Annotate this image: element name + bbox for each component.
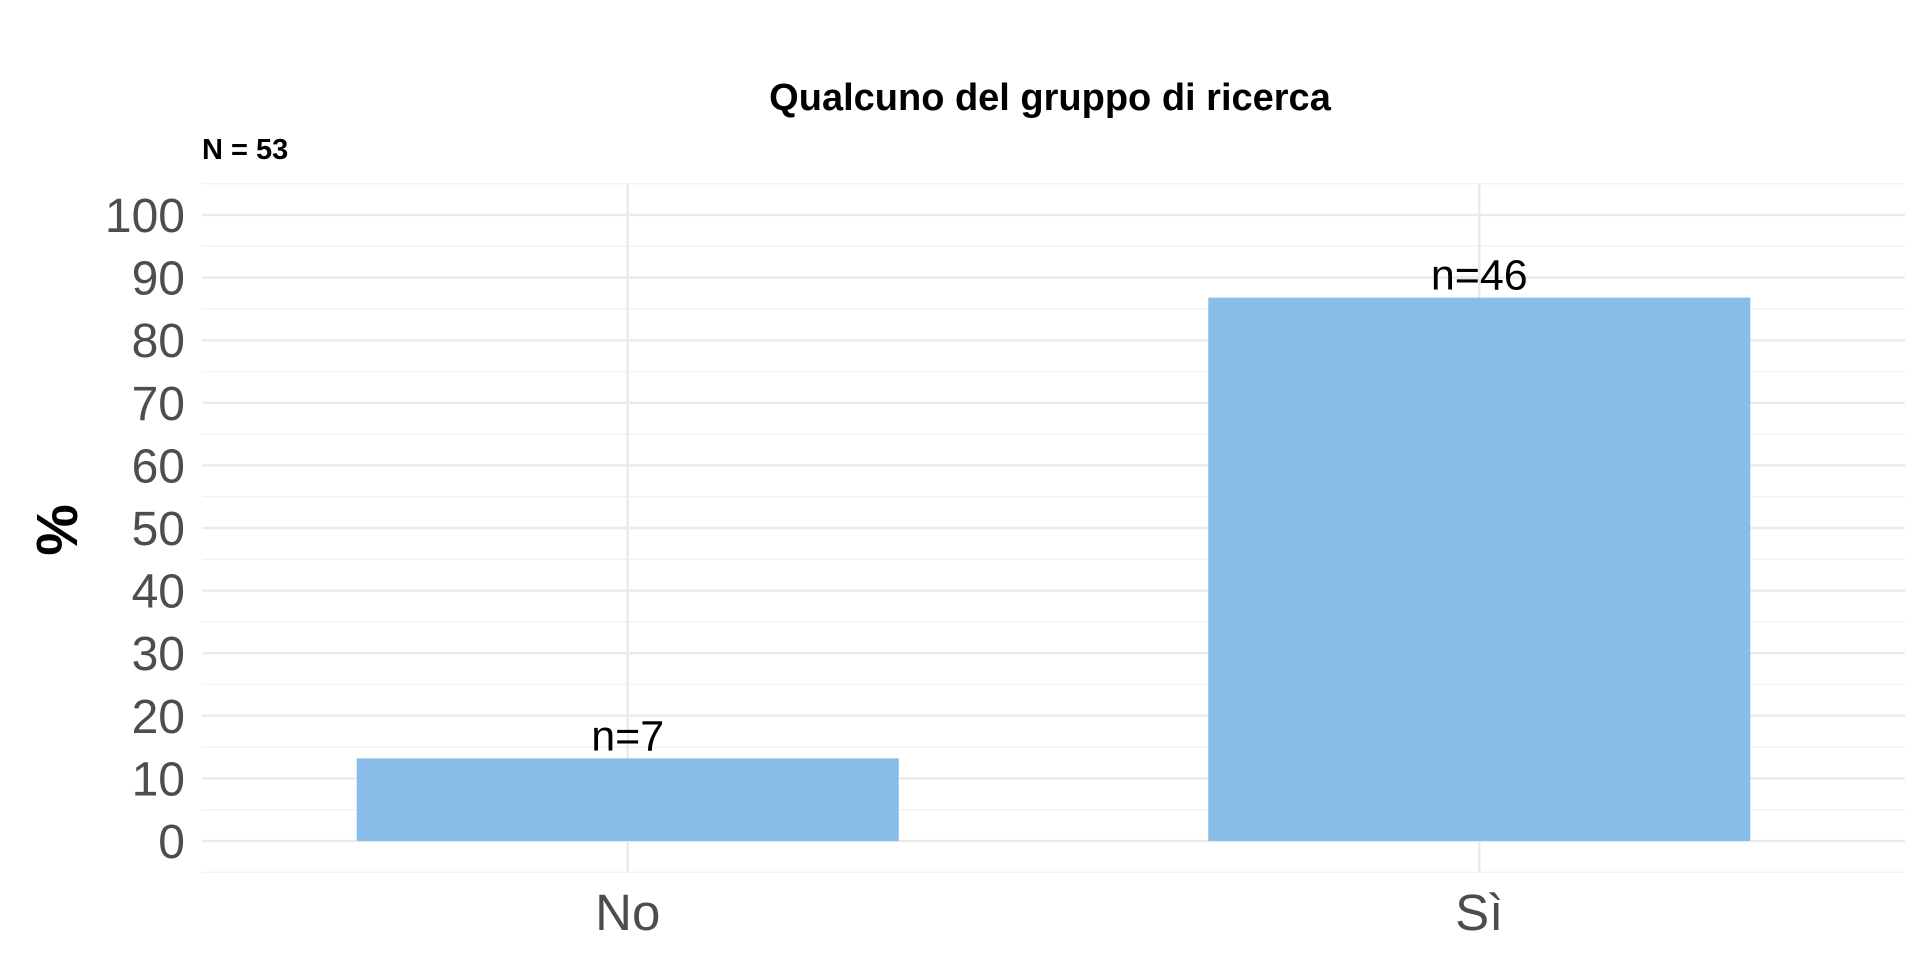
bars bbox=[356, 297, 1751, 842]
y-tick-label: 20 bbox=[132, 691, 185, 744]
data-label: n=7 bbox=[591, 712, 664, 760]
y-axis-ticks: 0 10 20 30 40 50 60 70 80 90 100 bbox=[105, 190, 185, 869]
y-tick-label: 30 bbox=[132, 628, 185, 681]
y-tick-label: 100 bbox=[105, 190, 185, 243]
y-tick-label: 90 bbox=[132, 253, 185, 306]
x-tick-label: Sì bbox=[1455, 884, 1503, 941]
y-tick-label: 40 bbox=[132, 566, 185, 619]
bar bbox=[1208, 297, 1751, 842]
x-tick-label: No bbox=[595, 884, 660, 941]
chart-subtitle: N = 53 bbox=[202, 134, 288, 166]
data-labels: n=7 n=46 bbox=[591, 252, 1527, 761]
y-tick-label: 60 bbox=[132, 440, 185, 493]
y-tick-label: 0 bbox=[158, 816, 185, 869]
y-tick-label: 70 bbox=[132, 378, 185, 431]
y-tick-label: 50 bbox=[132, 503, 185, 556]
chart-title: Qualcuno del gruppo di ricerca bbox=[769, 77, 1332, 119]
x-axis-ticks: No Sì bbox=[595, 884, 1503, 941]
y-tick-label: 10 bbox=[132, 753, 185, 806]
y-axis-label: % bbox=[25, 504, 90, 556]
bar bbox=[356, 758, 899, 841]
y-tick-label: 80 bbox=[132, 315, 185, 368]
data-label: n=46 bbox=[1431, 252, 1528, 300]
